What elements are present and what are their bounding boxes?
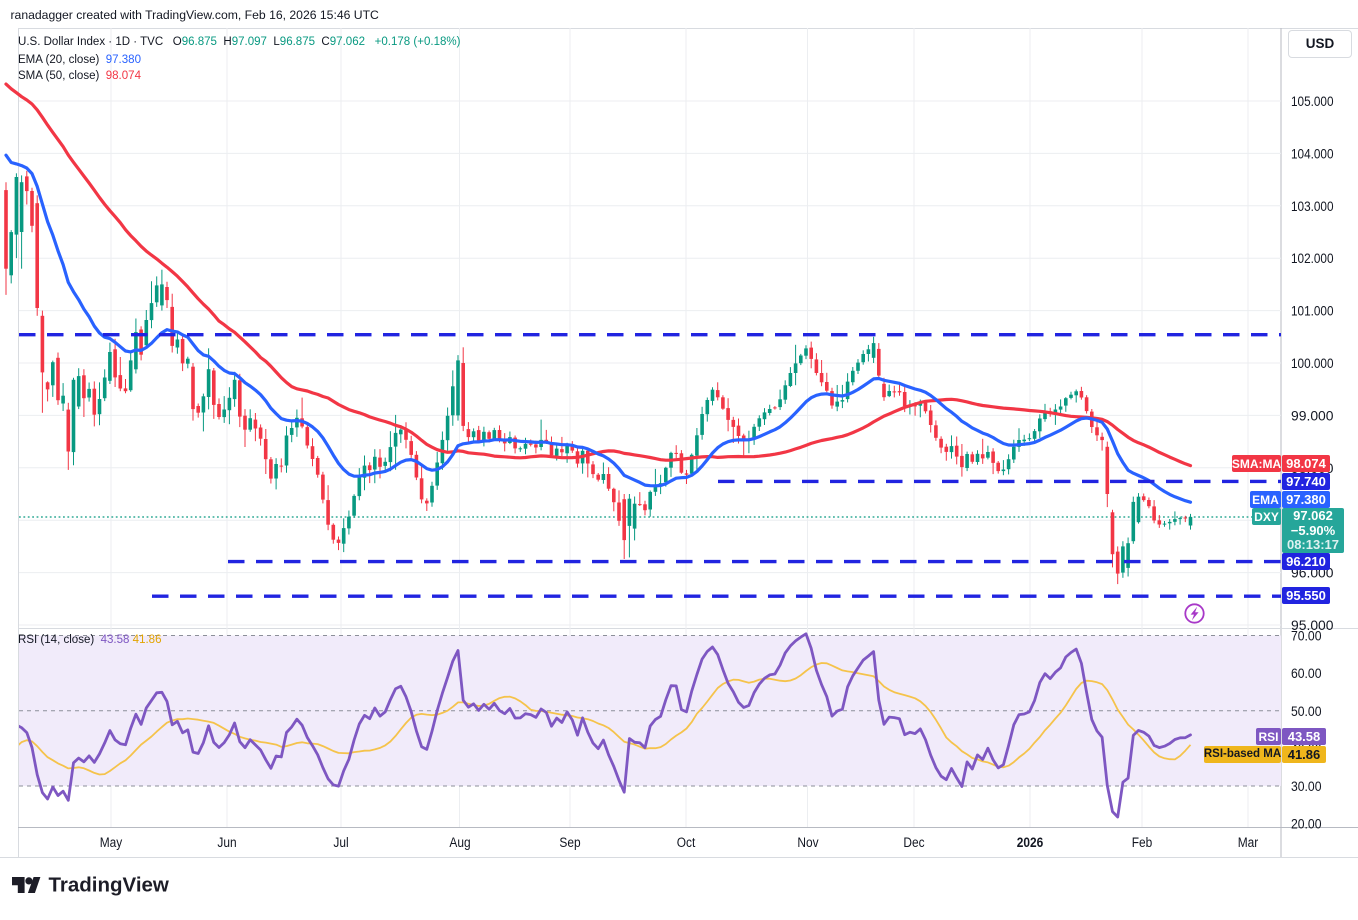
svg-text:70.00: 70.00 [1291,628,1322,644]
svg-text:50.00: 50.00 [1291,703,1322,719]
svg-text:20.00: 20.00 [1291,816,1322,832]
svg-text:99.000: 99.000 [1291,407,1334,423]
svg-text:95.000: 95.000 [1291,617,1334,633]
svg-text:101.000: 101.000 [1291,303,1334,319]
svg-text:105.000: 105.000 [1291,93,1334,109]
svg-text:TradingView: TradingView [49,874,169,897]
svg-text:60.00: 60.00 [1291,665,1322,681]
svg-text:103.000: 103.000 [1291,198,1334,214]
svg-text:102.000: 102.000 [1291,250,1334,266]
svg-text:30.00: 30.00 [1291,778,1322,794]
svg-text:104.000: 104.000 [1291,145,1334,161]
svg-text:100.000: 100.000 [1291,355,1334,371]
